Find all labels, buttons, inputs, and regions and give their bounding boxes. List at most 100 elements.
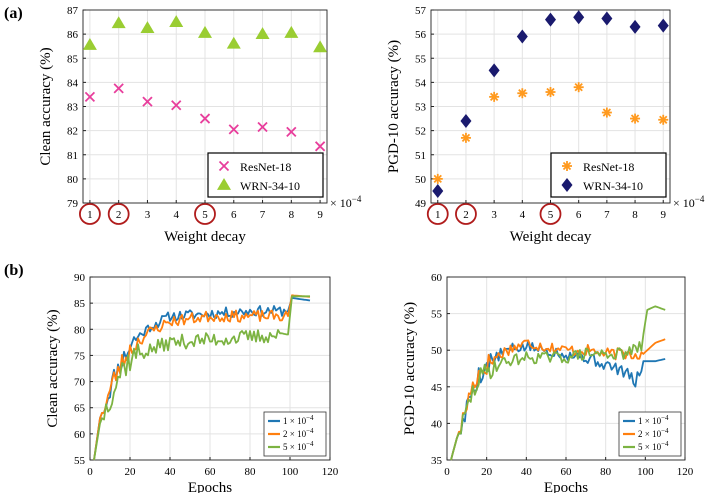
marker-star-stroke [630, 114, 640, 123]
legend-label: 5 × 10−4 [283, 440, 314, 452]
y-tick-label: 56 [415, 29, 427, 41]
series-ResNet-18 [84, 83, 326, 152]
data-point [545, 12, 556, 27]
y-tick-label: 83 [67, 102, 79, 114]
data-point [573, 10, 585, 25]
marker-triangle [226, 36, 241, 49]
legend-label: 1 × 10−4 [283, 414, 314, 426]
data-point [113, 83, 124, 94]
data-point [658, 114, 669, 125]
marker-x [171, 100, 182, 111]
y-tick-label: 45 [431, 382, 443, 394]
data-point [171, 100, 182, 111]
x-tick-label: 9 [317, 209, 323, 221]
marker-diamond [488, 63, 500, 78]
chart-b-left: 55 60 65 70 75 80 85 90 0 20 40 60 80 100 120 Epochs Cle… [45, 272, 339, 493]
tick-highlight-circle [455, 203, 477, 225]
marker-x-stroke [84, 91, 96, 102]
x-tick-label: 2 [116, 209, 122, 221]
y-axis-label: PGD-10 accuracy (%) [402, 302, 418, 435]
y-tick-label: 85 [74, 298, 86, 310]
marker-triangle [140, 21, 155, 33]
data-point [630, 113, 641, 124]
marker-x-stroke [228, 124, 239, 135]
y-tick-label: 80 [74, 324, 86, 336]
marker-x [142, 96, 153, 107]
x-tick-label: 60 [205, 466, 217, 478]
y-axis-label: Clean accuracy (%) [38, 47, 54, 165]
data-point [140, 21, 155, 33]
data-point [516, 29, 528, 44]
marker-diamond [573, 10, 585, 25]
x-tick-label: 3 [491, 209, 497, 221]
series-line [450, 305, 666, 461]
y-tick-label: 50 [431, 345, 443, 357]
marker-star-stroke [433, 174, 442, 184]
x-tick-label: 8 [289, 209, 295, 221]
x-tick-label: 1 [435, 209, 441, 221]
marker-x-stroke [257, 121, 268, 133]
marker-x [199, 113, 211, 124]
marker-star-stroke [562, 161, 572, 171]
y-tick-label: 65 [74, 403, 86, 415]
y-tick-label: 70 [74, 377, 86, 389]
series-line [93, 294, 311, 461]
series-line [93, 295, 310, 461]
x-tick-label: 120 [322, 466, 339, 478]
x-tick-label: 0 [444, 466, 450, 478]
marker-star-stroke [518, 89, 527, 98]
legend: 1 × 10−42 × 10−45 × 10−4 [263, 411, 327, 457]
marker-triangle [111, 16, 126, 29]
y-tick-label: 90 [74, 272, 86, 284]
marker-triangle [313, 40, 328, 53]
data-point [255, 27, 270, 40]
marker-triangle [217, 178, 231, 190]
x-tick-label: 40 [521, 466, 533, 478]
x-multiplier: × 10−4 [673, 194, 705, 210]
data-point [111, 16, 126, 29]
y-tick-label: 75 [74, 350, 86, 362]
legend-box [263, 411, 327, 457]
marker-x [228, 124, 239, 135]
x-axis-label: Epochs [188, 480, 232, 493]
marker-x [286, 126, 297, 137]
y-tick-label: 55 [74, 455, 86, 467]
marker-star [630, 113, 641, 124]
data-point [657, 18, 669, 33]
marker-x-stroke [171, 100, 182, 111]
x-tick-label: 60 [561, 466, 573, 478]
marker-diamond [629, 19, 641, 34]
data-point [460, 113, 472, 128]
marker-star-stroke [546, 87, 555, 97]
y-tick-label: 60 [431, 272, 443, 284]
legend-label: ResNet-18 [583, 160, 634, 174]
y-axis-label: PGD-10 accuracy (%) [386, 40, 402, 173]
marker-star [489, 91, 500, 102]
legend-label: 5 × 10−4 [638, 440, 669, 452]
marker-x [84, 91, 96, 102]
data-point [432, 183, 444, 198]
marker-diamond [561, 178, 573, 192]
y-tick-label: 54 [415, 77, 427, 89]
data-point [573, 82, 584, 93]
x-tick-label: 6 [576, 209, 582, 221]
marker-x-stroke [113, 83, 124, 94]
x-axis-label: Weight decay [510, 229, 592, 245]
tick-highlight-circle [426, 203, 449, 225]
marker-x [113, 83, 124, 94]
marker-x-stroke [314, 141, 326, 152]
legend: 1 × 10−42 × 10−45 × 10−4 [618, 411, 682, 457]
x-tick-label: 9 [660, 209, 666, 221]
marker-x-stroke [286, 126, 297, 137]
x-axis-label: Weight decay [164, 229, 246, 245]
data-point [228, 124, 239, 135]
x-tick-label: 5 [548, 209, 554, 221]
marker-star-stroke [602, 108, 612, 117]
tick-highlight-circle [79, 203, 101, 225]
y-tick-label: 86 [67, 29, 79, 41]
chart-b-right: 35 40 45 50 55 60 0 20 40 60 80 100 120 Epochs PGD-10 … [402, 272, 694, 493]
y-tick-label: 35 [431, 455, 443, 467]
y-tick-label: 87 [67, 5, 79, 17]
x-tick-label: 100 [282, 466, 299, 478]
